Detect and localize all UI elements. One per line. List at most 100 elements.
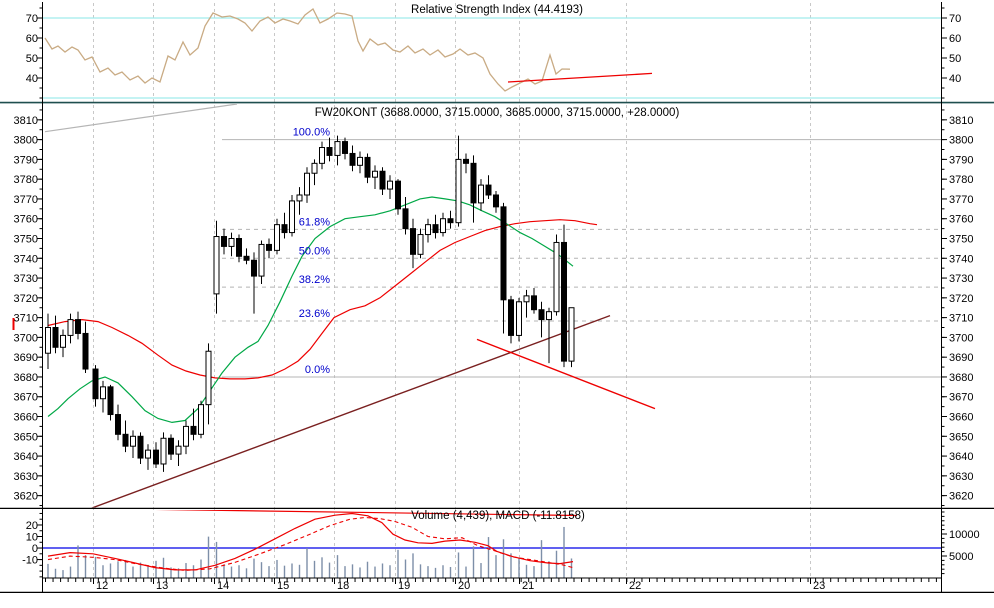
volume-bar <box>480 563 482 578</box>
candle-up <box>296 194 303 202</box>
volume-bar <box>69 566 72 578</box>
axis-label: 0 <box>32 543 38 555</box>
axes[interactable] <box>42 2 942 593</box>
rsi-line <box>44 8 571 92</box>
x-axis-day-label: 12 <box>96 580 108 592</box>
volume-bar <box>525 564 528 578</box>
candle-up <box>274 224 280 251</box>
axis-label: 3680 <box>14 372 38 384</box>
macd-trendline <box>155 510 578 517</box>
candle-down <box>115 414 121 435</box>
axis-label: -10 <box>22 555 38 567</box>
axis-label: 10000 <box>949 529 980 541</box>
volume-bar <box>502 539 505 578</box>
candle-up <box>175 445 182 455</box>
axis-label: 3630 <box>14 471 38 483</box>
volume-bar <box>533 566 535 578</box>
candle-down <box>107 386 114 416</box>
candle-down <box>364 156 371 178</box>
axis-label: 3690 <box>14 352 38 364</box>
axis-label: 3790 <box>949 154 973 166</box>
candle-up <box>289 200 295 234</box>
x-axis-day-label: 20 <box>458 580 470 592</box>
indicator-panel <box>43 510 941 578</box>
axis-label: 3620 <box>14 491 38 503</box>
candle-up <box>183 425 189 447</box>
volume-bar <box>147 565 149 578</box>
rsi-trendline <box>507 72 653 83</box>
volume-bar <box>336 555 339 578</box>
axis-label: 3780 <box>949 174 973 186</box>
candle-up <box>440 218 446 234</box>
volume-bar <box>442 565 444 578</box>
volume-bar <box>238 565 240 578</box>
volume-bar <box>434 567 437 578</box>
candle-down <box>153 449 159 465</box>
axis-label: 3720 <box>949 293 973 305</box>
candle-down <box>122 433 129 447</box>
axis-label: 40 <box>26 73 38 85</box>
axis-label: 3620 <box>949 491 973 503</box>
volume-bar <box>419 564 422 578</box>
candle-down <box>137 435 144 459</box>
volume-bar <box>192 565 195 578</box>
candle-up <box>213 236 220 295</box>
candle-down <box>326 147 333 156</box>
volume-bar <box>77 545 79 578</box>
candle-down <box>538 309 545 321</box>
volume-bar <box>139 562 142 578</box>
volume-bar <box>245 568 248 578</box>
candle-up <box>205 350 212 406</box>
volume-bar <box>495 555 497 578</box>
volume-bar <box>518 557 520 578</box>
red-resistance-trendline <box>476 338 656 410</box>
candle-up <box>516 301 522 336</box>
volume-bars <box>47 526 573 578</box>
axis-label: 3700 <box>14 332 38 344</box>
axis-label: 3750 <box>14 234 38 246</box>
axis-label: 10 <box>26 532 38 544</box>
fib-label-38.2%: 38.2% <box>299 274 330 286</box>
axis-label: 3810 <box>949 115 973 127</box>
candle-down <box>447 218 454 224</box>
volume-bar <box>54 568 57 578</box>
candle-down <box>508 299 514 336</box>
volume-bar <box>321 557 323 578</box>
rsi-panel <box>43 2 941 102</box>
volume-bar <box>102 565 104 578</box>
volume-bar <box>94 556 97 578</box>
rsi-plot-area[interactable] <box>43 2 941 102</box>
volume-bar <box>344 566 346 578</box>
candle-down <box>266 243 272 251</box>
candle-down <box>168 437 174 455</box>
candle-up <box>304 172 310 196</box>
axis-label: 50 <box>949 53 961 65</box>
x-axis-day-label: 22 <box>629 580 641 592</box>
price-panel: 100.0% 61.8% 50.0% 38.2% 23.6% 0.0% <box>44 104 941 508</box>
volume-bar <box>427 566 429 578</box>
candle-down <box>243 255 250 261</box>
volume-bar <box>563 526 565 578</box>
candle-down <box>190 425 197 435</box>
candle-down <box>281 224 288 234</box>
candle-up <box>228 238 235 247</box>
candle-up <box>67 319 74 336</box>
x-axis-day-label: 15 <box>277 580 289 592</box>
x-axis-day-label: 23 <box>813 580 825 592</box>
ma-slow-line <box>47 219 598 380</box>
rsi-panel-title: Relative Strength Index (44.4193) <box>411 4 583 16</box>
candle-down <box>561 241 567 362</box>
volume-bar <box>540 540 543 578</box>
axis-label: 3810 <box>14 115 38 127</box>
candle-up <box>387 180 393 190</box>
axis-label: 3670 <box>949 392 973 404</box>
candle-up <box>160 437 167 465</box>
x-axis-day-label: 13 <box>156 580 168 592</box>
axis-label: 3800 <box>14 135 38 147</box>
volume-bar <box>124 559 127 578</box>
volume-bar <box>170 567 172 578</box>
candle-down <box>500 206 507 301</box>
volume-bar <box>389 565 391 578</box>
